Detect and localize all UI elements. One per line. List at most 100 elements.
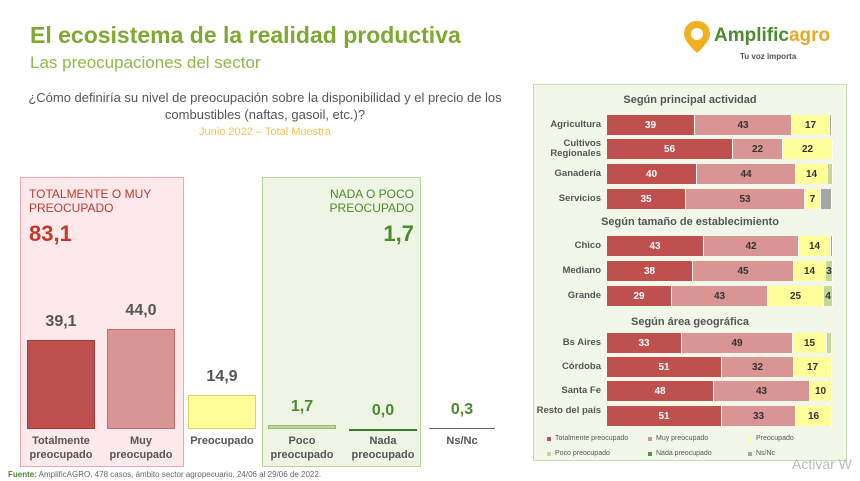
legend-item: Ns/Nc: [748, 450, 775, 457]
segment-value: 51: [658, 361, 670, 373]
segment-muy: 49: [682, 333, 793, 353]
bar-category-totalmente: Totalmente preocupado: [29, 435, 93, 461]
segment-value: 33: [638, 337, 650, 349]
segment-value: 45: [737, 265, 749, 277]
legend-item: Preocupado: [748, 435, 794, 442]
segment-totalmente: 33: [607, 333, 682, 353]
group-label-no-preocupado: NADA O POCO PREOCUPADO: [329, 187, 414, 215]
segment-value: 39: [644, 119, 657, 131]
segment-poco: [828, 164, 833, 184]
segment-totalmente: 48: [607, 381, 714, 401]
segment-preocupado: 16: [796, 406, 832, 426]
segment-value: 44: [740, 168, 752, 180]
section-title: Según tamaño de establecimiento: [601, 216, 779, 228]
legend-label: Totalmente preocupado: [555, 435, 629, 442]
row-label: Agricultura: [550, 119, 601, 130]
segment-value: 29: [633, 290, 645, 302]
source-note: Fuente: AmplificAGRO, 478 casos, ámbito …: [8, 470, 321, 479]
segment-totalmente: 39: [607, 115, 695, 135]
legend-swatch: [547, 451, 551, 456]
row-label: Resto del país: [536, 405, 601, 416]
row-label: Servicios: [558, 193, 601, 204]
legend-swatch: [648, 436, 652, 441]
group-value-preocupado: 83,1: [29, 221, 72, 246]
row-label: Mediano: [562, 265, 601, 276]
page-title: El ecosistema de la realidad productiva: [30, 22, 461, 48]
segment-value: 15: [803, 337, 816, 349]
logo-name-part1: Amplific: [714, 25, 789, 46]
segment-value: 22: [751, 143, 764, 155]
segment-muy: 42: [704, 236, 799, 256]
bar-nsnc: [429, 428, 495, 429]
segment-preocupado: 14: [799, 236, 831, 256]
row-label: Bs Aires: [562, 337, 601, 348]
bar-category-poco: Poco preocupado: [270, 435, 334, 461]
segment-muy: 32: [722, 357, 794, 377]
segment-value: 56: [663, 143, 676, 155]
segment-value: 14: [805, 168, 818, 180]
bar-value-nsnc: 0,3: [450, 401, 474, 418]
bar-preocupado: [188, 395, 256, 429]
legend-label: Nada preocupado: [656, 450, 712, 457]
legend-label: Preocupado: [756, 435, 794, 442]
legend-item: Nada preocupado: [648, 450, 712, 457]
segment-value: 33: [752, 410, 765, 422]
segment-preocupado: 17: [794, 357, 832, 377]
segment-value: 43: [713, 290, 726, 302]
group-label-preocupado: TOTALMENTE O MUY PREOCUPADO: [29, 187, 152, 215]
page-subtitle: Las preocupaciones del sector: [30, 53, 261, 72]
segment-value: 42: [745, 240, 757, 252]
segment-nsnc: [831, 236, 833, 256]
segment-value: 48: [654, 385, 666, 397]
segment-value: 14: [803, 265, 816, 277]
segment-value: 16: [807, 410, 820, 422]
segment-value: 35: [640, 193, 652, 205]
segment-preocupado: 15: [793, 333, 827, 353]
segment-value: 25: [789, 290, 802, 302]
segment-muy: 53: [686, 189, 805, 209]
legend-swatch: [648, 451, 652, 456]
segment-value: 43: [755, 385, 768, 397]
segment-value: 10: [814, 385, 827, 397]
segment-value: 40: [645, 168, 658, 180]
group-value-no-preocupado: 1,7: [383, 221, 414, 246]
row-label: Santa Fe: [561, 385, 601, 396]
bar-category-muy: Muy preocupado: [109, 435, 173, 461]
legend-label: Poco preocupado: [555, 450, 610, 457]
logo-name-part2: agro: [788, 25, 831, 46]
legend-label: Ns/Nc: [756, 450, 776, 457]
segment-totalmente: 38: [607, 261, 693, 281]
legend-item: Poco preocupado: [547, 450, 610, 457]
segment-value: 3: [826, 265, 832, 277]
legend-label: Muy preocupado: [656, 435, 709, 442]
segment-value: 17: [806, 361, 819, 373]
segment-muy: 45: [693, 261, 794, 281]
segment-muy: 33: [722, 406, 796, 426]
logo: Amplificagro Tu voz importa: [682, 18, 842, 66]
bar-poco: [268, 425, 336, 429]
segment-poco: 4: [824, 286, 833, 306]
logo-tagline: Tu voz importa: [740, 52, 797, 61]
survey-date: Junio 2022 – Total Muestra: [199, 126, 331, 138]
source-label: Fuente:: [8, 470, 37, 479]
segment-value: 32: [751, 361, 764, 373]
segment-totalmente: 29: [607, 286, 672, 306]
segment-preocupado: 14: [796, 164, 828, 184]
group-box-no-preocupado: [262, 177, 421, 467]
segment-value: 4: [825, 290, 831, 302]
bar-value-nada: 0,0: [371, 402, 395, 419]
bar-category-nsnc: Ns/Nc: [446, 435, 478, 447]
source-text: AmplificAGRO, 478 casos, ámbito sector a…: [36, 470, 322, 479]
pin-icon: [684, 21, 710, 53]
row-label: Córdoba: [561, 361, 601, 372]
segment-preocupado: 14: [794, 261, 826, 281]
segment-totalmente: 51: [607, 406, 722, 426]
segment-value: 53: [739, 193, 751, 205]
segment-preocupado: 17: [792, 115, 830, 135]
logo-name: Amplificagro: [714, 25, 830, 47]
segment-muy: 43: [672, 286, 768, 306]
bar-totalmente: [27, 340, 95, 429]
section-title: Según área geográfica: [631, 316, 749, 328]
bar-category-nada: Nada preocupado: [351, 435, 415, 461]
segment-poco: [827, 333, 832, 353]
